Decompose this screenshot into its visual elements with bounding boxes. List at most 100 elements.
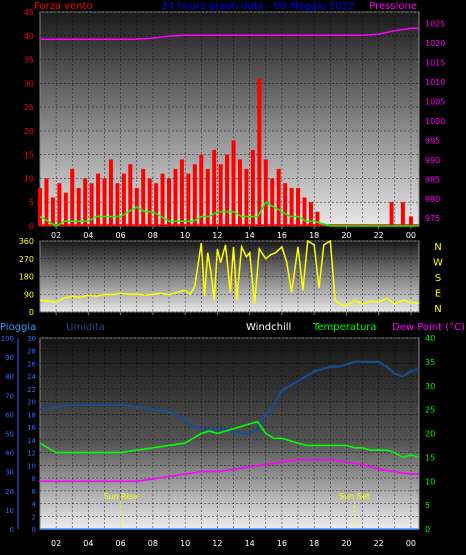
wind-axis-tick: 5 [29, 198, 34, 207]
temperature-axis-tick: 15 [425, 453, 435, 462]
wind-axis-tick: 30 [24, 79, 34, 88]
humidity-axis-tick: 2 [32, 513, 36, 521]
wind-bar [44, 178, 49, 226]
wind-bar [257, 78, 262, 226]
humidity-axis-tick: 28 [27, 348, 36, 356]
wind-bar [121, 173, 126, 226]
rain-axis-tick: 80 [5, 373, 14, 381]
rain-axis-tick: 30 [5, 469, 14, 477]
wind-bar [186, 173, 191, 226]
humidity-axis-tick: 16 [27, 424, 36, 432]
temperature-axis-tick: 25 [425, 406, 435, 415]
x-tick-label-bottom: 06 [116, 539, 126, 548]
wind-bar [96, 173, 101, 226]
temperature-axis-tick: 10 [425, 477, 435, 486]
legend-4: Temperatura [312, 322, 377, 333]
temperature-axis-tick: 5 [425, 501, 430, 510]
wind-bar [231, 140, 236, 226]
x-tick-label-bottom: 08 [148, 539, 158, 548]
wind-axis-tick: 20 [24, 127, 34, 136]
wind-bar [199, 154, 204, 226]
rain-axis-tick: 100 [1, 335, 14, 343]
x-tick-label: 22 [374, 231, 384, 240]
temperature-axis-tick: 20 [425, 430, 435, 439]
wind-bar [38, 187, 42, 226]
x-tick-label: 12 [212, 231, 222, 240]
wind-bar [50, 197, 55, 226]
rain-axis-tick: 50 [5, 431, 14, 439]
humidity-axis-tick: 22 [27, 386, 36, 394]
wind-axis-tick: 40 [24, 32, 34, 41]
x-tick-label: 08 [148, 231, 158, 240]
humidity-line [39, 360, 420, 435]
wind-bar [63, 192, 68, 226]
pressure-axis-tick: 995 [425, 136, 440, 145]
wind-bar [237, 159, 242, 226]
x-tick-label: 18 [309, 231, 319, 240]
rain-axis-tick: 60 [5, 411, 14, 419]
wind-axis-tick: 0 [29, 222, 34, 231]
sun-annotation: Sun Set [339, 492, 370, 501]
humidity-axis-tick: 20 [27, 399, 36, 407]
wind-axis-tick: 35 [24, 56, 34, 65]
compass-label: E [435, 289, 441, 300]
wind-axis-tick: 25 [24, 103, 34, 112]
wind-bar [296, 187, 301, 226]
wind-bar [212, 149, 217, 226]
x-tick-label-bottom: 18 [309, 539, 319, 548]
x-tick-label: 20 [341, 231, 351, 240]
pressure-axis-tick: 1000 [425, 117, 445, 126]
rain-axis-tick: 90 [5, 354, 14, 362]
wind-bar [147, 178, 152, 226]
x-tick-label: 16 [277, 231, 287, 240]
wind-bar [102, 178, 107, 226]
rain-axis-tick: 20 [5, 488, 14, 496]
wind-axis-tick: 45 [24, 8, 34, 17]
x-tick-label-bottom: 16 [277, 539, 287, 548]
legend-3: Windchill [246, 322, 291, 333]
wind-bar [128, 164, 133, 226]
legend-2: Umidita [66, 322, 105, 333]
wind-bar [160, 173, 165, 226]
humidity-axis-tick: 12 [27, 450, 36, 458]
wind-bar [276, 168, 281, 226]
humidity-axis-tick: 6 [32, 488, 37, 496]
x-tick-label: 00 [406, 231, 416, 240]
x-tick-label: 02 [51, 231, 61, 240]
x-tick-label: 10 [180, 231, 190, 240]
temperature-axis-tick: 35 [425, 358, 435, 367]
wind-bar [108, 159, 113, 226]
pressure-title: Pressione [369, 1, 417, 12]
wind-bar [225, 154, 230, 226]
x-tick-label-bottom: 02 [51, 539, 61, 548]
humidity-axis-tick: 26 [27, 360, 36, 368]
temperature-axis-tick: 40 [425, 334, 435, 343]
x-tick-label-bottom: 22 [374, 539, 384, 548]
wind-bar [308, 202, 313, 226]
pressure-axis-tick: 1020 [425, 39, 445, 48]
wind-bar [302, 197, 307, 226]
pressure-axis-tick: 1015 [425, 59, 445, 68]
x-tick-label: 04 [83, 231, 93, 240]
humidity-axis-tick: 14 [27, 437, 36, 445]
rain-axis-tick: 0 [10, 526, 14, 534]
humidity-axis-tick: 18 [27, 411, 36, 419]
x-tick-label-bottom: 14 [245, 539, 255, 548]
wind-bar [289, 187, 294, 226]
humidity-axis-tick: 4 [32, 501, 37, 509]
graph-title: 24 hours graph data - 09 Maggio 2022 [161, 1, 354, 12]
wind-bar [154, 183, 159, 226]
dewpoint-line [40, 458, 419, 483]
wind-bar [70, 168, 75, 226]
wind-bar [115, 183, 120, 226]
rain-axis-tick: 40 [5, 450, 14, 458]
wind-axis-tick: 10 [24, 174, 34, 183]
rain-axis-tick: 10 [5, 507, 14, 515]
gust-line [39, 201, 419, 227]
wind-bar [179, 159, 184, 226]
wind-bar [250, 149, 255, 226]
wind-bar [244, 168, 249, 226]
wind-bar [83, 178, 88, 226]
